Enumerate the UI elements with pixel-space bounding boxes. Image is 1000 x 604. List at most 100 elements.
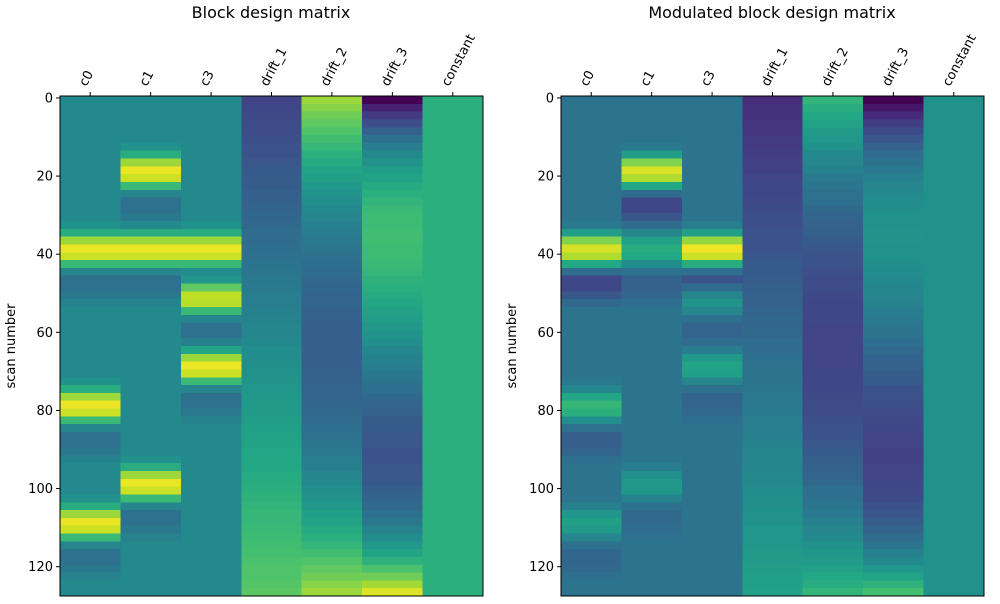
heatmap-cell-c3-row-47 [180,463,242,472]
heatmap-cell-drift_1-row-31 [742,338,804,347]
heatmap-cell-drift_3-row-13 [863,197,924,206]
heatmap-cell-drift_2-row-63 [802,588,864,597]
x-tick-label-drift_2: drift_2 [819,45,852,89]
heatmap-cell-c3-row-32 [681,346,743,355]
heatmap-cell-c0-row-38 [60,392,121,402]
heatmap-cell-drift_2-row-56 [301,533,363,542]
heatmap-cell-drift_1-row-8 [241,158,303,167]
heatmap-cell-c1-row-33 [621,353,683,363]
heatmap-cell-constant-row-36 [923,377,985,386]
heatmap-cell-drift_1-row-48 [241,471,303,480]
heatmap-cell-drift_1-row-44 [742,439,804,448]
heatmap-cell-c0-row-40 [60,408,121,417]
heatmap-cell-c3-row-11 [180,181,242,191]
heatmap-cell-drift_3-row-20 [863,252,924,261]
x-tick-label-drift_1: drift_1 [759,45,792,89]
heatmap-cell-drift_3-row-1 [863,103,924,113]
heatmap-cell-drift_2-row-39 [802,400,864,409]
heatmap-cell-drift_3-row-12 [362,189,423,198]
heatmap-cell-c3-row-37 [681,385,743,394]
heatmap-cells [561,96,985,597]
heatmap-cell-constant-row-1 [422,103,484,113]
heatmap-cell-drift_2-row-11 [301,181,363,191]
heatmap-cell-drift_2-row-33 [802,353,864,363]
heatmap-cell-c1-row-33 [120,353,182,363]
heatmap-cell-drift_1-row-16 [742,221,804,230]
heatmap-cell-constant-row-2 [923,111,985,120]
heatmap-cell-constant-row-10 [422,174,484,183]
heatmap-cell-drift_3-row-23 [362,275,423,284]
heatmap-cell-drift_2-row-23 [802,275,864,284]
heatmap-cell-c1-row-23 [120,275,182,284]
heatmap-cell-c1-row-54 [621,517,683,527]
heatmap-cell-c1-row-39 [621,400,683,409]
heatmap-cell-drift_3-row-8 [863,158,924,167]
heatmap-cell-c3-row-7 [180,150,242,159]
heatmap-cell-drift_1-row-28 [241,314,303,323]
heatmap-cell-c3-row-36 [681,377,743,386]
heatmap-cell-c1-row-6 [120,142,182,152]
heatmap-cell-constant-row-20 [923,252,985,261]
chart-title: Block design matrix [192,3,351,22]
y-tick-label: 100 [529,482,554,497]
heatmap-cell-constant-row-25 [422,291,484,300]
y-tick-label: 120 [28,560,53,575]
heatmap-cell-drift_2-row-55 [301,525,363,534]
heatmap-cell-constant-row-53 [422,510,484,519]
heatmap-cell-c0-row-43 [60,431,121,441]
y-tick-label: 40 [36,248,53,263]
heatmap-cell-drift_2-row-24 [301,283,363,292]
heatmap-cell-constant-row-2 [422,111,484,120]
heatmap-cell-drift_2-row-9 [802,166,864,175]
heatmap-cell-c0-row-24 [60,283,121,292]
heatmap-cell-c3-row-30 [681,330,743,339]
heatmap-cell-c0-row-42 [561,424,622,433]
heatmap-cell-drift_1-row-53 [241,510,303,519]
heatmap-cell-drift_3-row-7 [362,150,423,159]
heatmap-cell-c3-row-61 [180,572,242,581]
heatmap-cell-drift_2-row-3 [301,119,363,128]
heatmap-cell-c3-row-21 [681,260,743,269]
heatmap-cell-c0-row-3 [60,119,121,128]
heatmap-cell-c1-row-1 [120,103,182,113]
heatmap-cell-c3-row-50 [180,486,242,495]
heatmap-cell-drift_3-row-48 [362,471,423,480]
heatmap-cell-c0-row-21 [60,260,121,269]
heatmap-cell-drift_1-row-51 [742,494,804,503]
y-tick-label: 0 [546,91,554,106]
heatmap-cell-drift_3-row-54 [863,517,924,527]
heatmap-cell-drift_2-row-21 [802,260,864,269]
heatmap-cell-c0-row-42 [60,424,121,433]
heatmap-cell-drift_1-row-62 [742,580,804,589]
heatmap-cell-c0-row-34 [60,361,121,370]
heatmap-cell-drift_3-row-36 [863,377,924,386]
heatmap-cell-c3-row-14 [180,205,242,214]
heatmap-cell-drift_3-row-17 [362,228,423,238]
heatmap-cell-c0-row-23 [60,275,121,284]
heatmap-cell-c0-row-14 [60,205,121,214]
heatmap-cell-c1-row-44 [120,439,182,448]
heatmap-cell-c1-row-44 [621,439,683,448]
heatmap-cell-c1-row-61 [621,572,683,581]
heatmap-cell-drift_1-row-30 [241,330,303,339]
heatmap-cell-drift_1-row-56 [241,533,303,542]
heatmap-cell-drift_3-row-11 [362,181,423,191]
heatmap-cell-c1-row-10 [621,174,683,183]
heatmap-cell-c3-row-44 [180,439,242,448]
heatmap-cell-constant-row-19 [422,244,484,253]
heatmap-cell-c0-row-46 [60,455,121,464]
heatmap-cell-drift_2-row-44 [301,439,363,448]
heatmap-cell-drift_1-row-49 [742,478,804,488]
heatmap-cell-drift_2-row-11 [802,181,864,191]
heatmap-cell-drift_3-row-53 [362,510,423,519]
heatmap-cell-drift_2-row-20 [301,252,363,261]
heatmap-cell-c0-row-37 [60,385,121,394]
heatmap-cell-drift_2-row-35 [301,369,363,378]
heatmap-cell-drift_1-row-19 [742,244,804,253]
heatmap-cell-constant-row-0 [422,96,484,105]
heatmap-cell-c0-row-48 [561,471,622,480]
heatmap-cell-c0-row-52 [561,502,622,511]
heatmap-cell-c3-row-47 [681,463,743,472]
heatmap-cell-drift_2-row-8 [301,158,363,167]
heatmap-cell-constant-row-37 [923,385,985,394]
